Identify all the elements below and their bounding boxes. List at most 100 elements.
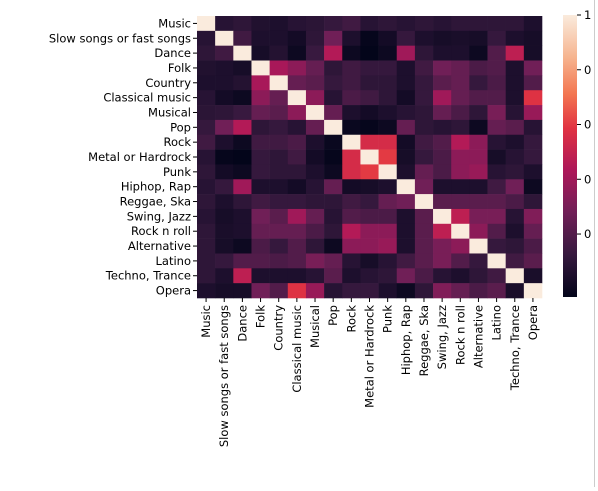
cell — [378, 119, 398, 136]
cell — [305, 208, 325, 225]
cell — [233, 238, 252, 254]
cell — [523, 283, 543, 299]
cell — [197, 223, 216, 239]
cell — [396, 16, 416, 32]
cell — [523, 208, 543, 225]
cell — [487, 208, 506, 225]
cell — [197, 45, 216, 61]
cell — [305, 223, 325, 239]
cell — [305, 194, 325, 210]
cell — [505, 179, 525, 195]
cell — [487, 45, 506, 61]
colorbar-tick-label: 1 — [584, 8, 591, 22]
colorbar — [563, 15, 577, 297]
cell — [233, 164, 252, 180]
cell — [269, 90, 289, 106]
cell — [324, 134, 343, 150]
cell — [469, 16, 488, 32]
cell — [305, 16, 325, 32]
cell — [469, 30, 488, 46]
cell — [451, 134, 470, 150]
cell — [487, 134, 506, 150]
cell — [360, 268, 379, 284]
cell — [487, 149, 506, 165]
y-tick-label: Slow songs or fast songs — [49, 31, 191, 45]
x-tick-label: Rock — [344, 305, 358, 333]
cell — [360, 119, 379, 136]
cell — [251, 30, 270, 46]
cell — [287, 208, 307, 225]
cell — [505, 119, 525, 136]
cell — [215, 45, 234, 61]
x-tick-label: Dance — [235, 305, 249, 342]
cell — [251, 223, 270, 239]
cell — [487, 223, 506, 239]
cell — [487, 179, 506, 195]
cell — [324, 30, 343, 46]
cell — [251, 105, 270, 121]
x-tick-label: Music — [199, 305, 213, 338]
cell — [287, 45, 307, 61]
cell — [197, 164, 216, 180]
y-tick-label: Musical — [148, 105, 191, 119]
cell — [414, 45, 434, 61]
cell — [396, 90, 416, 106]
cell — [215, 105, 234, 121]
cell — [269, 208, 289, 225]
cell — [523, 223, 543, 239]
cell — [433, 30, 452, 46]
cell — [233, 45, 252, 61]
cell — [324, 194, 343, 210]
cell — [360, 208, 379, 225]
cell — [287, 119, 307, 136]
cell — [505, 223, 525, 239]
cell — [251, 60, 270, 76]
cell — [233, 179, 252, 195]
cell — [251, 90, 270, 106]
cell — [215, 164, 234, 180]
cell — [269, 119, 289, 136]
cell — [251, 179, 270, 195]
cell — [197, 283, 216, 299]
cell — [505, 164, 525, 180]
cell — [360, 223, 379, 239]
cell — [414, 223, 434, 239]
cell — [505, 75, 525, 91]
cell — [342, 208, 361, 225]
cell — [396, 208, 416, 225]
cell — [324, 238, 343, 254]
cell — [433, 223, 452, 239]
cell — [342, 60, 361, 76]
cell — [251, 253, 270, 269]
cell — [233, 16, 252, 32]
cell — [233, 30, 252, 46]
cell — [505, 208, 525, 225]
cell — [269, 60, 289, 76]
cell — [487, 164, 506, 180]
cell — [414, 268, 434, 284]
cell — [342, 283, 361, 299]
colorbar-tick-label: 0 — [584, 63, 591, 77]
cell — [324, 16, 343, 32]
cell — [414, 238, 434, 254]
cell — [451, 90, 470, 106]
cell — [360, 45, 379, 61]
cell — [378, 75, 398, 91]
cell — [433, 45, 452, 61]
cell — [523, 90, 543, 106]
cell — [451, 223, 470, 239]
cell — [505, 60, 525, 76]
cell — [396, 45, 416, 61]
cell — [523, 134, 543, 150]
cell — [197, 149, 216, 165]
cell — [215, 119, 234, 136]
cell — [396, 268, 416, 284]
cell — [414, 90, 434, 106]
y-tick-label: Rock — [164, 135, 192, 149]
cell — [451, 16, 470, 32]
cell — [197, 268, 216, 284]
cell — [396, 105, 416, 121]
cell — [215, 75, 234, 91]
y-tick-label: Techno, Trance — [105, 269, 191, 283]
x-tick-label: Alternative — [471, 305, 485, 368]
